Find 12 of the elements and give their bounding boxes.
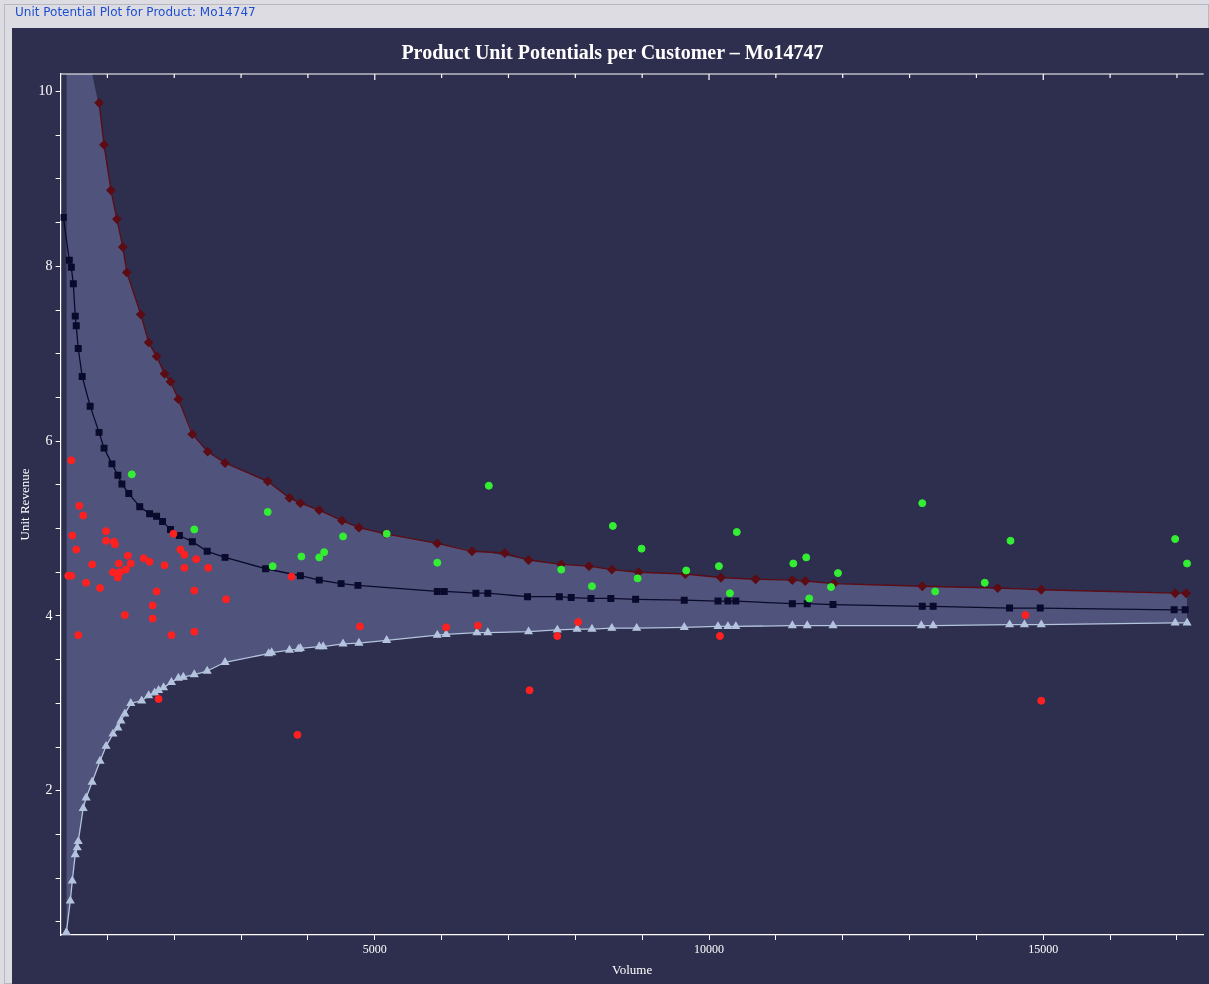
y-tick-label: 2: [45, 782, 53, 798]
y-axis-title: Unit Revenue: [17, 468, 33, 541]
chart-title: Product Unit Potentials per Customer – Mo14747: [401, 41, 824, 65]
x-tick-label: 5000: [362, 942, 387, 957]
x-tick-label: 15000: [1028, 942, 1059, 957]
x-tick-label: 10000: [694, 942, 725, 957]
y-tick-label: 4: [45, 607, 53, 623]
x-axis-title: Volume: [612, 961, 653, 977]
y-tick-label: 8: [45, 257, 53, 273]
text: Unit Potential Plot for Product: Mo14747: [12, 5, 259, 19]
y-tick-label: 6: [45, 432, 53, 448]
y-tick-label: 10: [38, 83, 53, 99]
